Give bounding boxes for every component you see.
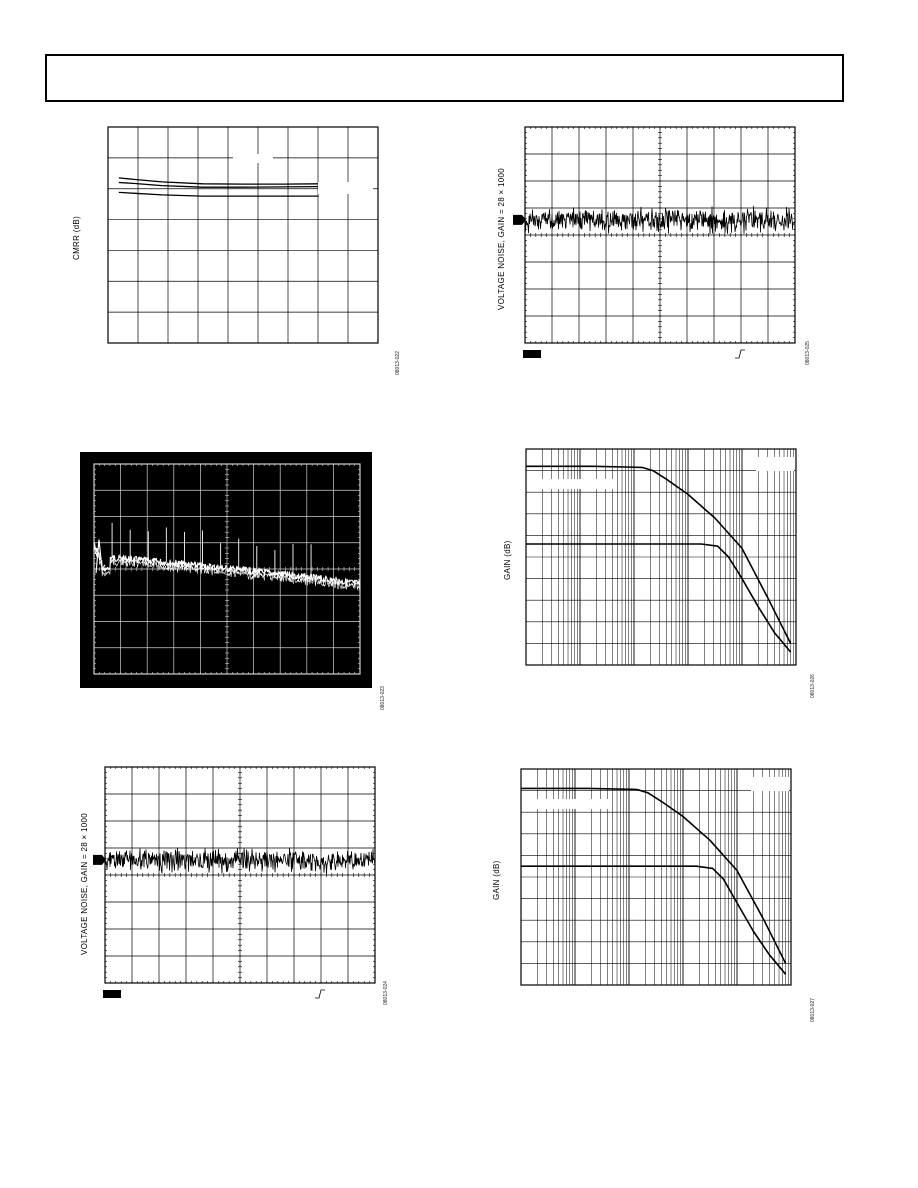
voltage-noise-top-chart: VOLTAGE NOISE, GAIN = 28 × 1000 08013-02… (495, 120, 820, 375)
gain-top-label-mask (536, 479, 616, 489)
page-header-box (45, 54, 844, 102)
spectrum-plot (80, 452, 372, 688)
gain-top-gain-curve (526, 543, 792, 653)
spectrum-trace-secondary (93, 546, 361, 591)
vn-top-channel-marker-icon (513, 214, 526, 225)
gain-bot-label-mask (531, 799, 611, 809)
cmrr-label-mask (318, 182, 373, 194)
cmrr-chart: CMRR (dB) 08013-022 (70, 120, 401, 380)
vn-top-trigger-icon (735, 349, 745, 359)
voltage-noise-bottom-plot (93, 766, 376, 999)
voltage-noise-bottom-y-axis-label: VOLTAGE NOISE, GAIN = 28 × 1000 (80, 813, 89, 955)
gain-bottom-plot (520, 768, 792, 986)
voltage-noise-bottom-chart: VOLTAGE NOISE, GAIN = 28 × 1000 08013-02… (75, 760, 395, 1020)
cmrr-series-line (118, 191, 319, 197)
vn-bot-channel-box-icon (103, 990, 121, 998)
cmrr-plot (107, 126, 379, 344)
voltage-noise-top-plot (513, 126, 796, 359)
gain-bottom-y-axis-label: GAIN (dB) (492, 860, 501, 900)
spectrum-initial-peak (95, 539, 106, 574)
gain-bottom-chart: GAIN (dB) 08013-027 (490, 760, 820, 1025)
voltage-noise-bottom-figure-id: 08013-024 (383, 981, 389, 1005)
gain-top-label-mask (756, 457, 794, 471)
spectrum-trace (93, 542, 361, 587)
gain-top-figure-id: 08013-026 (810, 674, 816, 698)
voltage-noise-top-y-axis-label: VOLTAGE NOISE, GAIN = 28 × 1000 (497, 168, 506, 310)
cmrr-label-mask (233, 154, 273, 163)
vn-bot-noise-trace (104, 847, 376, 875)
cmrr-figure-id: 08013-022 (395, 351, 401, 375)
cmrr-frame (107, 126, 379, 344)
gain-top-chart: GAIN (dB) 08013-026 (495, 440, 820, 698)
gain-bottom-figure-id: 08013-027 (810, 998, 816, 1022)
spectrum-chart: 08013-023 (80, 448, 390, 713)
cmrr-y-axis-label: CMRR (dB) (72, 215, 81, 260)
gain-top-plot (525, 448, 797, 666)
vn-bot-channel-marker-icon (93, 854, 106, 865)
spectrum-figure-id: 08013-023 (380, 686, 386, 710)
gain-bot-gain-curve (521, 865, 787, 975)
gain-bot-gain-curve (521, 787, 787, 964)
gain-top-gain-curve (526, 465, 792, 644)
gain-bot-label-mask (751, 777, 789, 791)
cmrr-series-line (118, 177, 319, 185)
vn-bot-trigger-icon (315, 989, 325, 999)
voltage-noise-top-figure-id: 08013-025 (805, 341, 811, 365)
vn-top-noise-trace (524, 205, 796, 235)
vn-top-channel-box-icon (523, 350, 541, 358)
cmrr-series-line (118, 181, 319, 188)
gain-top-y-axis-label: GAIN (dB) (503, 540, 512, 580)
